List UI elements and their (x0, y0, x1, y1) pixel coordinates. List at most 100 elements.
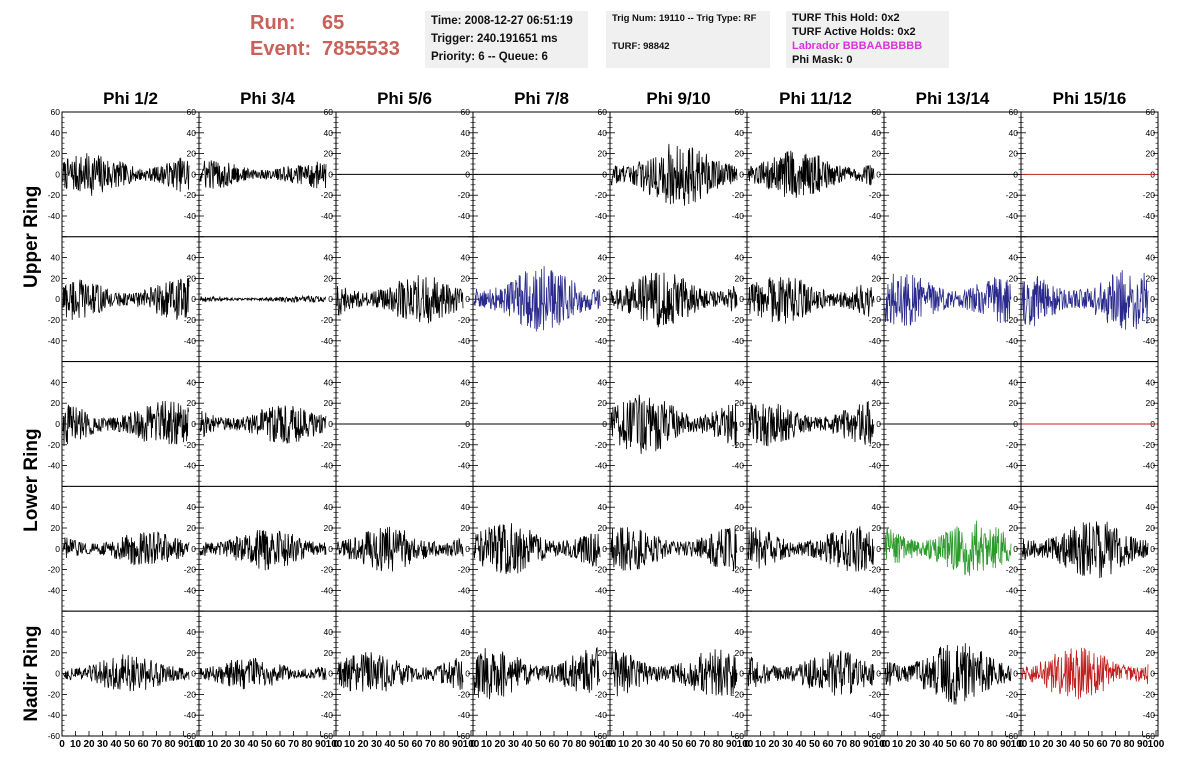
ring-label: Lower Ring (21, 428, 42, 531)
y-tick-label: 20 (1009, 648, 1019, 658)
y-tick-label: -40 (595, 211, 608, 221)
y-tick-label: -20 (321, 315, 334, 325)
panel-frame (472, 610, 611, 737)
y-tick-label: 0 (876, 544, 881, 554)
y-tick-label: 40 (187, 128, 197, 138)
y-tick-label: 40 (598, 253, 608, 263)
y-tick-label: 40 (461, 128, 471, 138)
y-tick-label: -40 (1006, 585, 1019, 595)
turf-this-hold-text: TURF This Hold: 0x2 (792, 12, 900, 24)
y-tick-label: 40 (1146, 253, 1156, 263)
x-tick-label: 40 (795, 739, 807, 750)
y-tick-label: 20 (735, 398, 745, 408)
y-tick-label: 20 (598, 398, 608, 408)
y-tick-label: 40 (1009, 253, 1019, 263)
x-tick-label: 30 (234, 739, 246, 750)
y-tick-label: -20 (184, 315, 197, 325)
y-tick-label: 0 (739, 669, 744, 679)
y-tick-label: -40 (48, 585, 61, 595)
y-tick-label: 20 (187, 523, 197, 533)
waveform-trace (336, 652, 464, 692)
y-tick-label: -40 (1143, 585, 1156, 595)
y-tick-label: -20 (1143, 190, 1156, 200)
y-tick-label: -40 (595, 461, 608, 471)
y-tick-label: -40 (48, 710, 61, 720)
waveform-trace (63, 654, 190, 692)
x-tick-label: 50 (535, 739, 547, 750)
y-tick-label: 0 (876, 169, 881, 179)
y-tick-label: 0 (1150, 669, 1155, 679)
y-tick-label: 0 (602, 669, 607, 679)
x-tick-label: 20 (83, 739, 95, 750)
y-tick-label: -20 (732, 315, 745, 325)
y-tick-label: 20 (735, 648, 745, 658)
y-tick-label: -20 (184, 440, 197, 450)
y-tick-label: 20 (1146, 523, 1156, 533)
y-tick-label: 20 (1146, 398, 1156, 408)
y-tick-label: 0 (739, 419, 744, 429)
y-tick-label: -40 (1143, 710, 1156, 720)
x-tick-label: 50 (1083, 739, 1095, 750)
x-tick-label: 80 (712, 739, 724, 750)
y-tick-label: 20 (461, 523, 471, 533)
y-tick-label: 40 (1009, 502, 1019, 512)
ring-label: Nadir Ring (21, 626, 42, 722)
x-tick-label: 40 (1069, 739, 1081, 750)
y-tick-label: 40 (324, 377, 334, 387)
y-tick-label: -20 (321, 190, 334, 200)
y-tick-label: 0 (191, 294, 196, 304)
y-tick-label: 40 (51, 502, 61, 512)
y-tick-label: 20 (735, 149, 745, 159)
x-tick-label: 20 (494, 739, 506, 750)
y-tick-label: 40 (872, 627, 882, 637)
y-tick-label: 0 (55, 419, 60, 429)
y-tick-label: 20 (1146, 273, 1156, 283)
y-tick-label: -40 (1143, 211, 1156, 221)
waveform-panel: -40 -40 -20 -20 0 0 20 20 40 40 (48, 485, 200, 612)
y-tick-label: -40 (732, 336, 745, 346)
y-tick-label: -40 (48, 461, 61, 471)
y-tick-label: 0 (739, 544, 744, 554)
y-tick-label: 0 (328, 294, 333, 304)
y-tick-label: 20 (461, 648, 471, 658)
y-tick-label: 20 (51, 149, 61, 159)
y-tick-label: 60 (324, 107, 334, 117)
y-tick-label: 0 (191, 669, 196, 679)
waveform-trace (199, 405, 327, 444)
waveform-panel: -60 -40 -20 0 20 40 (609, 610, 748, 741)
y-tick-label: -40 (458, 461, 471, 471)
ring-label: Upper Ring (21, 186, 42, 288)
y-tick-label: -20 (1143, 440, 1156, 450)
y-tick-label: -20 (1143, 315, 1156, 325)
y-tick-label: 60 (872, 107, 882, 117)
y-tick-label: 0 (465, 669, 470, 679)
y-tick-label: 40 (1009, 627, 1019, 637)
y-tick-label: 40 (735, 253, 745, 263)
waveform-trace (62, 531, 190, 566)
waveform-trace (62, 277, 190, 320)
x-tick-label: 30 (645, 739, 657, 750)
y-tick-label: 20 (872, 149, 882, 159)
y-tick-label: 20 (324, 398, 334, 408)
waveform-panel: -60 -40 -20 0 20 40 (746, 610, 885, 741)
waveform-panel: -40 -20 0 20 40 60 (198, 107, 337, 238)
waveform-trace (199, 529, 327, 571)
x-tick-label: 10 (344, 739, 356, 750)
waveform-trace (884, 273, 1012, 326)
y-tick-label: 20 (187, 273, 197, 283)
waveform-trace (199, 657, 327, 690)
y-tick-label: 40 (735, 627, 745, 637)
y-tick-label: -20 (321, 689, 334, 699)
x-tick-label: 10 (207, 739, 219, 750)
y-tick-label: -40 (48, 336, 61, 346)
waveform-trace (610, 394, 738, 454)
y-tick-label: -40 (321, 211, 334, 221)
x-tick-label: 70 (1110, 739, 1122, 750)
x-tick-label: 70 (699, 739, 711, 750)
